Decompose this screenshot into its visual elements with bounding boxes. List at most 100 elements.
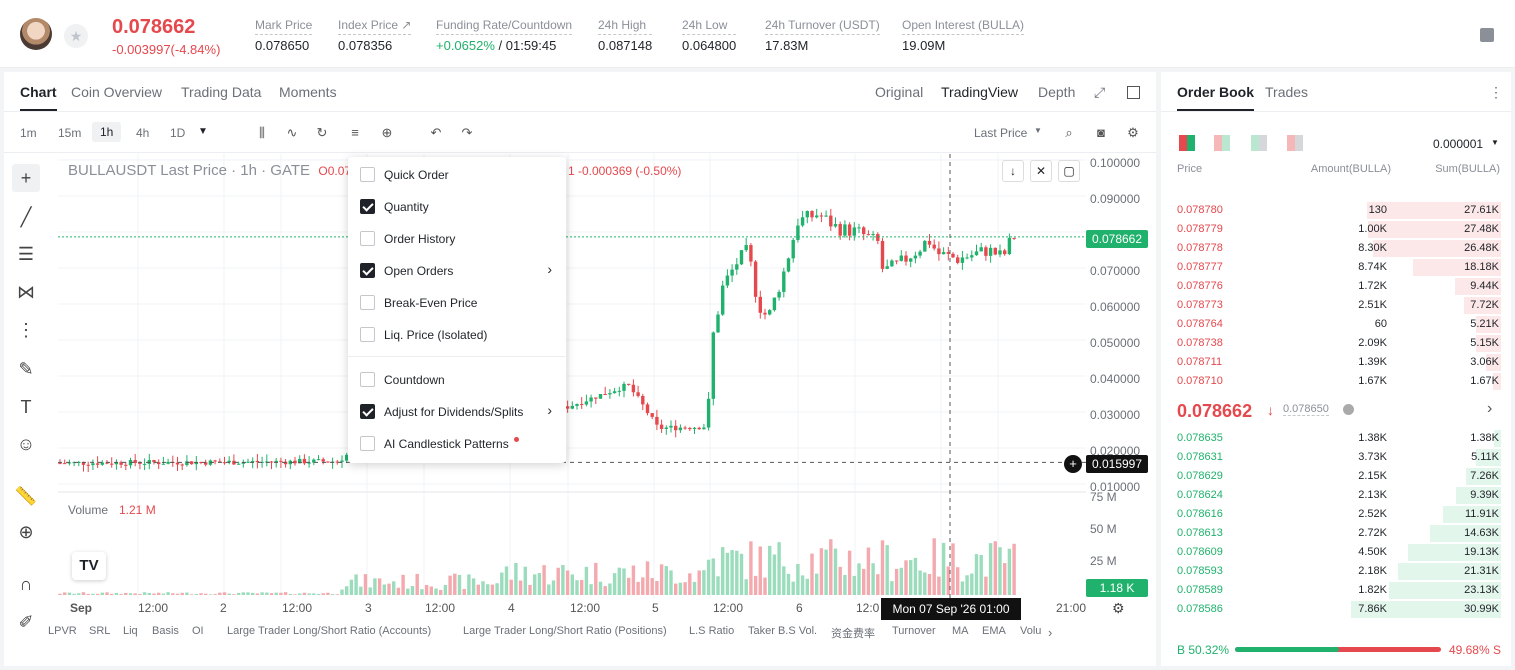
bid-row[interactable]: 0.078631 3.73K 5.11K bbox=[1161, 448, 1511, 467]
menu-checkbox[interactable] bbox=[360, 327, 375, 342]
menu-checkbox[interactable] bbox=[360, 436, 375, 451]
indicator-tab[interactable]: Liq bbox=[123, 625, 138, 637]
price-source-select[interactable]: Last Price bbox=[974, 126, 1028, 140]
indicator-tab[interactable]: Large Trader Long/Short Ratio (Accounts) bbox=[227, 625, 432, 637]
indicator-tab[interactable]: 资金费率 bbox=[831, 628, 875, 640]
ask-row[interactable]: 0.078773 2.51K 7.72K bbox=[1161, 296, 1511, 315]
menu-item-0[interactable]: Quick Order bbox=[348, 158, 566, 190]
crosshair-icon[interactable]: + bbox=[12, 164, 40, 192]
ruler-icon[interactable]: 📏 bbox=[14, 486, 38, 506]
horizontal-lines-icon[interactable]: ☰ bbox=[17, 244, 35, 264]
menu-item-8[interactable]: AI Candlestick Patterns bbox=[348, 427, 566, 459]
price-source-chevron-icon[interactable]: ▼ bbox=[1034, 126, 1042, 135]
menu-checkbox[interactable] bbox=[360, 199, 375, 214]
interval-1m[interactable]: 1m bbox=[20, 126, 37, 140]
magnet-icon[interactable]: ∩ bbox=[19, 574, 33, 594]
bid-row[interactable]: 0.078629 2.15K 7.26K bbox=[1161, 467, 1511, 486]
undo-icon[interactable]: ↶ bbox=[430, 125, 442, 140]
view-bids-icon[interactable] bbox=[1251, 135, 1267, 151]
menu-item-3[interactable]: Open Orders › bbox=[348, 254, 566, 286]
ask-row[interactable]: 0.078777 8.74K 18.18K bbox=[1161, 258, 1511, 277]
menu-checkbox[interactable] bbox=[360, 372, 375, 387]
search-icon[interactable]: ⌕ bbox=[1065, 125, 1073, 140]
replay-icon[interactable]: ↻ bbox=[316, 125, 328, 140]
indicator-tab[interactable]: OI bbox=[192, 625, 204, 637]
menu-checkbox[interactable] bbox=[360, 263, 375, 278]
fit-icon[interactable]: ▢ bbox=[1058, 160, 1080, 182]
bid-row[interactable]: 0.078589 1.82K 23.13K bbox=[1161, 581, 1511, 600]
menu-checkbox[interactable] bbox=[360, 167, 375, 182]
settings-list-icon[interactable]: ≡ bbox=[351, 125, 359, 140]
indicator-tab[interactable]: LPVR bbox=[48, 625, 77, 637]
ask-row[interactable]: 0.078780 130 27.61K bbox=[1161, 201, 1511, 220]
menu-item-6[interactable]: Countdown bbox=[348, 363, 566, 395]
view-depth[interactable]: Depth bbox=[1038, 84, 1076, 100]
interval-1h[interactable]: 1h bbox=[92, 122, 122, 142]
indicator-tab[interactable]: Large Trader Long/Short Ratio (Positions… bbox=[463, 625, 667, 637]
bid-row[interactable]: 0.078624 2.13K 9.39K bbox=[1161, 486, 1511, 505]
interval-dropdown-icon[interactable]: ▼ bbox=[198, 126, 208, 137]
redo-icon[interactable]: ↷ bbox=[461, 125, 473, 140]
camera-icon[interactable]: ◙ bbox=[1097, 125, 1105, 140]
ask-row[interactable]: 0.078764 60 5.21K bbox=[1161, 315, 1511, 334]
indicator-tab[interactable]: Volu bbox=[1020, 625, 1042, 637]
candle-type-icon[interactable]: ⫼ bbox=[259, 125, 265, 140]
bid-row[interactable]: 0.078593 2.18K 21.31K bbox=[1161, 562, 1511, 581]
indicator-tab[interactable]: Basis bbox=[152, 625, 179, 637]
bid-row[interactable]: 0.078609 4.50K 19.13K bbox=[1161, 543, 1511, 562]
interval-15m[interactable]: 15m bbox=[58, 126, 82, 140]
ask-row[interactable]: 0.078711 1.39K 3.06K bbox=[1161, 353, 1511, 372]
trend-line-icon[interactable]: ╱ bbox=[20, 207, 32, 227]
indicators-icon[interactable]: ∿ bbox=[286, 125, 298, 140]
indicator-tab[interactable]: SRL bbox=[89, 625, 111, 637]
emoji-icon[interactable]: ☺ bbox=[16, 434, 36, 454]
ask-row[interactable]: 0.078779 1.00K 27.48K bbox=[1161, 220, 1511, 239]
menu-item-5[interactable]: Liq. Price (Isolated) bbox=[348, 318, 566, 350]
more-icon[interactable]: ⋮ bbox=[1489, 84, 1503, 100]
collapse-icon[interactable]: ✕ bbox=[1030, 160, 1052, 182]
tab-trading-data[interactable]: Trading Data bbox=[181, 84, 262, 100]
view-trades-icon[interactable] bbox=[1287, 135, 1303, 151]
favorite-star-icon[interactable]: ★ bbox=[64, 24, 88, 48]
menu-item-2[interactable]: Order History bbox=[348, 222, 566, 254]
gear-icon[interactable]: ⚙ bbox=[1127, 125, 1139, 140]
ask-row[interactable]: 0.078710 1.67K 1.67K bbox=[1161, 372, 1511, 391]
ask-row[interactable]: 0.078776 1.72K 9.44K bbox=[1161, 277, 1511, 296]
fib-icon[interactable]: ⋮ bbox=[17, 320, 35, 340]
zoom-icon[interactable]: ⊕ bbox=[18, 522, 34, 542]
ask-row[interactable]: 0.078778 8.30K 26.48K bbox=[1161, 239, 1511, 258]
precision-select[interactable]: 0.000001 bbox=[1433, 137, 1484, 151]
add-alert-icon[interactable]: + bbox=[1064, 455, 1082, 473]
tab-trades[interactable]: Trades bbox=[1265, 84, 1309, 100]
scroll-down-icon[interactable]: ↓ bbox=[1002, 160, 1024, 182]
menu-item-1[interactable]: Quantity bbox=[348, 190, 566, 222]
menu-checkbox[interactable] bbox=[360, 295, 375, 310]
pattern-icon[interactable]: ⋈ bbox=[17, 282, 35, 302]
tab-chart[interactable]: Chart bbox=[20, 84, 57, 111]
text-icon[interactable]: T bbox=[20, 397, 32, 417]
candlestick-chart[interactable] bbox=[58, 154, 1086, 599]
indicator-tab[interactable]: MA bbox=[952, 625, 969, 637]
view-asks-icon[interactable] bbox=[1214, 135, 1230, 151]
view-both-icon[interactable] bbox=[1179, 135, 1195, 151]
window-icon[interactable] bbox=[1127, 86, 1140, 99]
brush-icon[interactable]: ✎ bbox=[18, 359, 34, 379]
view-original[interactable]: Original bbox=[875, 84, 924, 100]
add-icon[interactable]: ⊕ bbox=[381, 125, 393, 140]
tab-order-book[interactable]: Order Book bbox=[1177, 84, 1255, 111]
menu-item-4[interactable]: Break-Even Price bbox=[348, 286, 566, 318]
ask-row[interactable]: 0.078738 2.09K 5.15K bbox=[1161, 334, 1511, 353]
interval-1d[interactable]: 1D bbox=[170, 126, 186, 140]
indicator-tab[interactable]: Turnover bbox=[892, 625, 936, 637]
indicator-scroll-right-icon[interactable]: › bbox=[1048, 625, 1053, 640]
pencil-icon[interactable]: ✐ bbox=[18, 612, 34, 632]
view-tradingview[interactable]: TradingView bbox=[941, 84, 1019, 100]
menu-item-7[interactable]: Adjust for Dividends/Splits › bbox=[348, 395, 566, 427]
tab-moments[interactable]: Moments bbox=[279, 84, 337, 100]
mid-chevron-icon[interactable]: › bbox=[1487, 400, 1493, 417]
precision-chevron-icon[interactable]: ▼ bbox=[1491, 138, 1499, 147]
menu-checkbox[interactable] bbox=[360, 231, 375, 246]
tab-coin-overview[interactable]: Coin Overview bbox=[71, 84, 163, 100]
indicator-tab[interactable]: Taker B.S Vol. bbox=[748, 625, 818, 637]
expand-icon[interactable]: ⤢ bbox=[1094, 84, 1106, 100]
